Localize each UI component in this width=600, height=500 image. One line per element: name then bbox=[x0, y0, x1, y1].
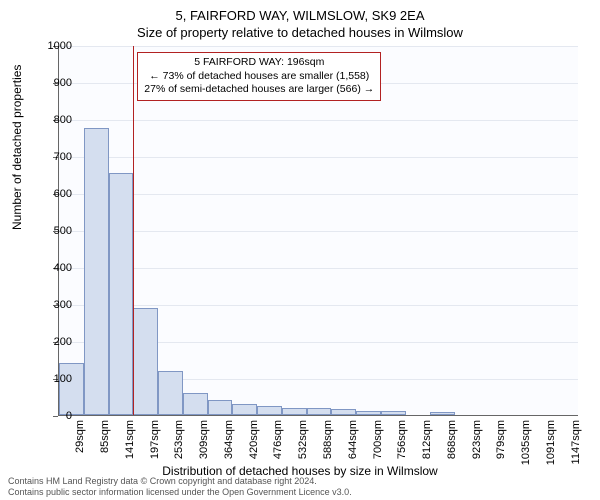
gridline bbox=[59, 305, 578, 306]
y-tick-label: 200 bbox=[32, 336, 72, 348]
y-axis-label: Number of detached properties bbox=[10, 65, 24, 230]
gridline bbox=[59, 231, 578, 232]
annotation-line: 5 FAIRFORD WAY: 196sqm bbox=[144, 56, 374, 70]
bar bbox=[183, 393, 208, 415]
x-tick-label: 1147sqm bbox=[570, 420, 582, 464]
bar bbox=[430, 412, 455, 415]
x-tick-label: 476sqm bbox=[272, 420, 284, 459]
gridline bbox=[59, 120, 578, 121]
y-tick-label: 0 bbox=[32, 410, 72, 422]
bar bbox=[232, 404, 257, 415]
x-tick-label: 253sqm bbox=[173, 420, 185, 459]
y-tick-label: 1000 bbox=[32, 40, 72, 52]
y-tick-label: 300 bbox=[32, 299, 72, 311]
bar bbox=[356, 411, 381, 415]
footer-line1: Contains HM Land Registry data © Crown c… bbox=[8, 476, 352, 487]
y-tick-label: 400 bbox=[32, 262, 72, 274]
annotation-line: ← 73% of detached houses are smaller (1,… bbox=[144, 70, 374, 84]
chart: 29sqm85sqm141sqm197sqm253sqm309sqm364sqm… bbox=[58, 46, 578, 416]
gridline bbox=[59, 268, 578, 269]
x-tick-label: 197sqm bbox=[149, 420, 161, 459]
plot-area: 29sqm85sqm141sqm197sqm253sqm309sqm364sqm… bbox=[58, 46, 578, 416]
title-main: 5, FAIRFORD WAY, WILMSLOW, SK9 2EA bbox=[0, 0, 600, 23]
y-tick-label: 800 bbox=[32, 114, 72, 126]
x-tick-label: 588sqm bbox=[322, 420, 334, 459]
bar bbox=[282, 408, 307, 415]
annotation-line: 27% of semi-detached houses are larger (… bbox=[144, 83, 374, 97]
y-tick-label: 600 bbox=[32, 188, 72, 200]
x-tick-label: 141sqm bbox=[124, 420, 136, 459]
gridline bbox=[59, 157, 578, 158]
x-tick-label: 29sqm bbox=[74, 420, 86, 453]
x-tick-label: 644sqm bbox=[347, 420, 359, 459]
x-tick-label: 364sqm bbox=[223, 420, 235, 459]
x-tick-label: 812sqm bbox=[421, 420, 433, 459]
bar bbox=[331, 409, 356, 415]
marker-line bbox=[133, 46, 134, 415]
bar bbox=[208, 400, 233, 415]
y-tick-label: 700 bbox=[32, 151, 72, 163]
x-tick-label: 532sqm bbox=[297, 420, 309, 459]
bar bbox=[133, 308, 158, 415]
x-tick-label: 309sqm bbox=[198, 420, 210, 459]
gridline bbox=[59, 46, 578, 47]
footer-line2: Contains public sector information licen… bbox=[8, 487, 352, 498]
bar bbox=[84, 128, 109, 415]
x-tick-label: 420sqm bbox=[248, 420, 260, 459]
x-tick-label: 1035sqm bbox=[520, 420, 532, 465]
x-tick-label: 700sqm bbox=[372, 420, 384, 459]
bar bbox=[158, 371, 183, 415]
x-tick-label: 1091sqm bbox=[545, 420, 557, 465]
title-sub: Size of property relative to detached ho… bbox=[0, 23, 600, 44]
y-tick-label: 100 bbox=[32, 373, 72, 385]
gridline bbox=[59, 194, 578, 195]
annotation-box: 5 FAIRFORD WAY: 196sqm← 73% of detached … bbox=[137, 52, 381, 101]
y-tick-label: 900 bbox=[32, 77, 72, 89]
x-tick-label: 85sqm bbox=[99, 420, 111, 453]
bar bbox=[307, 408, 332, 415]
y-tick-label: 500 bbox=[32, 225, 72, 237]
bar bbox=[257, 406, 282, 415]
bar bbox=[381, 411, 406, 415]
x-tick-label: 923sqm bbox=[471, 420, 483, 459]
footer: Contains HM Land Registry data © Crown c… bbox=[8, 476, 352, 498]
x-tick-label: 868sqm bbox=[446, 420, 458, 459]
bar bbox=[59, 363, 84, 415]
x-tick-label: 979sqm bbox=[495, 420, 507, 459]
x-tick-label: 756sqm bbox=[396, 420, 408, 459]
bar bbox=[109, 173, 134, 415]
